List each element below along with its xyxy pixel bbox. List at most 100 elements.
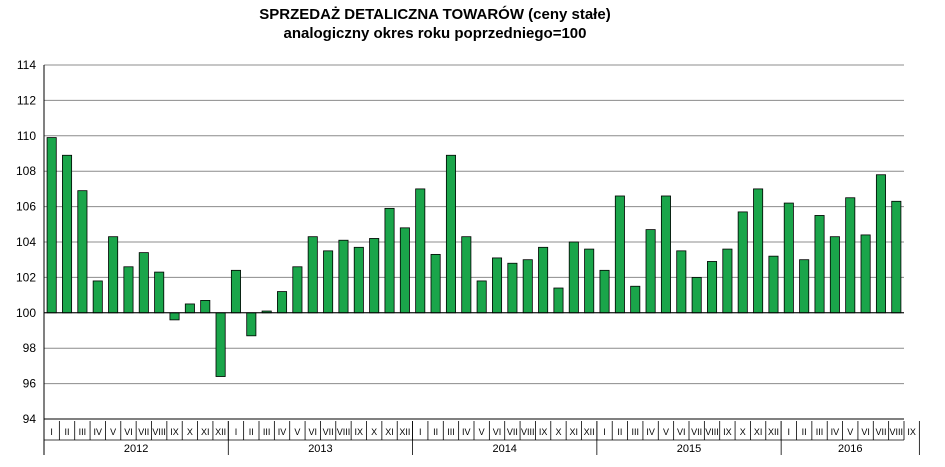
- month-label: X: [555, 427, 561, 437]
- bars: [46, 137, 902, 377]
- month-label: IV: [278, 427, 287, 437]
- year-label: 2013: [308, 443, 332, 455]
- chart-subtitle: analogiczny okres roku poprzedniego=100: [283, 25, 587, 42]
- month-label: VII: [507, 427, 518, 437]
- bar: [415, 188, 426, 314]
- bar: [399, 227, 410, 314]
- month-label: XI: [754, 427, 763, 437]
- y-tick-label: 96: [23, 377, 37, 391]
- month-label: IX: [539, 427, 548, 437]
- month-label: VI: [677, 427, 686, 437]
- bar: [645, 229, 656, 314]
- bar: [614, 195, 625, 314]
- month-label: III: [79, 427, 87, 437]
- month-label: IV: [462, 427, 471, 437]
- bar: [875, 174, 886, 314]
- bar: [184, 303, 195, 314]
- month-label: III: [263, 427, 271, 437]
- month-label: VIII: [705, 427, 719, 437]
- month-label: I: [419, 427, 422, 437]
- bar: [169, 312, 180, 321]
- month-label: VI: [124, 427, 133, 437]
- month-label: III: [631, 427, 639, 437]
- month-label: VIII: [337, 427, 351, 437]
- month-label: II: [802, 427, 807, 437]
- month-label: V: [110, 427, 116, 437]
- bar: [553, 287, 564, 314]
- bar: [691, 276, 702, 314]
- bar: [369, 238, 380, 314]
- bar: [46, 137, 57, 314]
- bar: [891, 200, 902, 314]
- month-label: I: [50, 427, 53, 437]
- month-label: III: [447, 427, 455, 437]
- bar: [753, 188, 764, 314]
- bar: [200, 300, 211, 314]
- chart-title: SPRZEDAŻ DETALICZNA TOWARÓW (ceny stałe): [259, 6, 611, 23]
- bar: [138, 252, 149, 314]
- month-label: X: [371, 427, 377, 437]
- bar: [783, 202, 794, 314]
- month-label: XII: [768, 427, 779, 437]
- bar: [860, 234, 871, 314]
- axes: [43, 65, 920, 455]
- month-label: VIII: [521, 427, 535, 437]
- bar: [599, 269, 610, 314]
- month-label: XII: [584, 427, 595, 437]
- y-tick-label: 106: [16, 200, 36, 214]
- year-label: 2016: [838, 443, 862, 455]
- bar: [630, 285, 641, 314]
- y-tick-label: 112: [17, 93, 36, 107]
- chart-title-block: SPRZEDAŻ DETALICZNA TOWARÓW (ceny stałe)…: [0, 5, 870, 43]
- y-tick-label: 94: [23, 412, 37, 426]
- month-label: V: [479, 427, 485, 437]
- bar: [92, 280, 103, 314]
- month-label: I: [603, 427, 606, 437]
- bar: [538, 246, 549, 314]
- bar: [845, 197, 856, 314]
- bar: [123, 266, 134, 314]
- month-label: I: [235, 427, 238, 437]
- bar: [77, 190, 88, 314]
- month-label: VII: [323, 427, 334, 437]
- bar: [154, 271, 165, 314]
- bar: [799, 259, 810, 314]
- month-label: X: [187, 427, 193, 437]
- month-label: VII: [691, 427, 702, 437]
- bar: [584, 248, 595, 314]
- bar: [292, 266, 303, 314]
- month-label: VIII: [890, 427, 904, 437]
- month-label: VI: [493, 427, 502, 437]
- bar: [430, 253, 441, 314]
- gridlines: [44, 64, 904, 420]
- month-label: XII: [399, 427, 410, 437]
- month-label: III: [816, 427, 824, 437]
- bar: [62, 154, 73, 314]
- y-tick-label: 98: [23, 341, 37, 355]
- month-label: II: [433, 427, 438, 437]
- bar: [737, 211, 748, 314]
- month-label: IV: [831, 427, 840, 437]
- month-label: XI: [570, 427, 579, 437]
- month-label: VI: [308, 427, 317, 437]
- month-label: IX: [355, 427, 364, 437]
- month-label: II: [65, 427, 70, 437]
- bar: [707, 261, 718, 314]
- month-label: II: [249, 427, 254, 437]
- month-label: VII: [875, 427, 886, 437]
- month-label: IV: [93, 427, 102, 437]
- month-label: II: [617, 427, 622, 437]
- y-tick-label: 108: [16, 164, 36, 178]
- y-tick-label: 110: [17, 129, 36, 143]
- y-tick-label: 104: [16, 235, 36, 249]
- y-tick-label: 102: [16, 270, 36, 284]
- bar: [230, 269, 241, 314]
- month-label: VII: [138, 427, 149, 437]
- year-label: 2015: [677, 443, 701, 455]
- bar: [768, 255, 779, 314]
- bar: [568, 241, 579, 314]
- month-label: XI: [201, 427, 210, 437]
- month-label: XI: [385, 427, 394, 437]
